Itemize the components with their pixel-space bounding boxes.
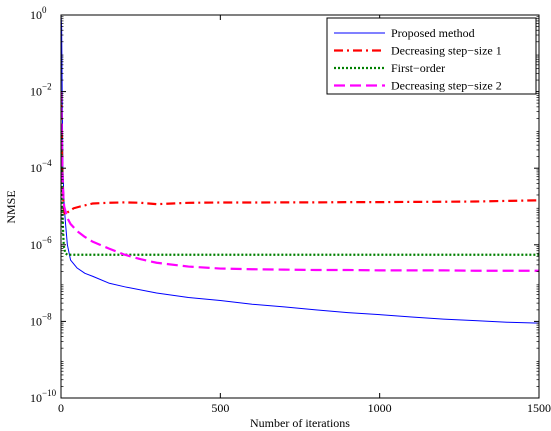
legend-box: [326, 17, 537, 95]
x-tick-label: 0: [58, 401, 64, 415]
tick-layer: 0 500 1000 1500 10−10 10−8 10−6 10−4 10−2 100: [30, 5, 551, 415]
x-tick-label: 500: [211, 401, 229, 415]
series-line-4: [61, 91, 539, 272]
legend-label-4: Decreasing step−size 2: [391, 79, 502, 93]
y-tick-label: 10−4: [30, 158, 52, 175]
x-axis-label: Number of iterations: [250, 416, 350, 430]
legend-label-2: Decreasing step−size 1: [391, 44, 502, 58]
series-line-3: [61, 129, 539, 256]
x-tick-label: 1000: [368, 401, 392, 415]
y-tick-label: 10−2: [30, 82, 52, 99]
legend-label-1: Proposed method: [391, 26, 475, 40]
y-tick-label: 10−10: [30, 388, 57, 405]
legend: Proposed method Decreasing step−size 1 Fir…: [326, 17, 537, 95]
series-layer: [61, 15, 539, 324]
x-tick-label: 1500: [527, 401, 551, 415]
y-tick-label: 10−8: [30, 311, 52, 328]
legend-label-3: First−order: [391, 61, 445, 75]
y-tick-label: 10−6: [30, 235, 52, 252]
y-axis-label: NMSE: [4, 190, 18, 223]
axes-frame: [60, 14, 540, 399]
y-tick-label: 100: [30, 5, 47, 22]
